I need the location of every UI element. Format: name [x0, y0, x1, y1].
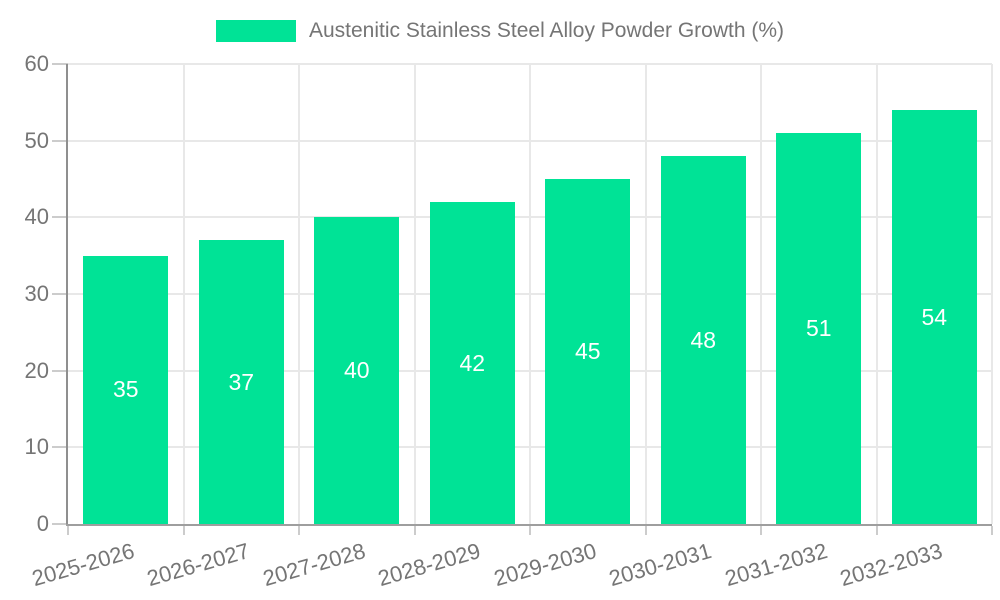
x-tick [182, 526, 185, 535]
bar-value-label: 54 [921, 303, 948, 330]
v-gridline [875, 64, 878, 524]
bar[interactable]: 54 [891, 110, 977, 524]
bar-value-label: 37 [228, 368, 255, 395]
x-tick [991, 526, 993, 535]
x-axis-label: 2027-2028 [259, 538, 368, 592]
x-tick [298, 526, 300, 535]
x-axis-label: 2025-2026 [28, 538, 137, 592]
bar-value-label: 51 [805, 315, 832, 341]
x-axis-line [66, 524, 992, 526]
y-tick-label: 60 [24, 51, 49, 76]
y-axis-line [66, 64, 68, 526]
legend-label: Austenitic Stainless Steel Alloy Powder … [308, 19, 785, 42]
bar-value-label: 35 [112, 376, 139, 403]
v-gridline [182, 64, 185, 524]
legend-swatch-icon [215, 20, 296, 42]
x-tick [760, 526, 762, 535]
x-tick [875, 526, 878, 535]
v-gridline [760, 64, 762, 524]
bar[interactable]: 45 [545, 179, 631, 524]
v-gridline [529, 64, 531, 524]
x-tick [413, 526, 416, 535]
y-tick [52, 369, 68, 372]
legend[interactable]: Austenitic Stainless Steel Alloy Powder … [0, 19, 1000, 43]
y-tick [52, 139, 68, 142]
bar[interactable]: 51 [776, 133, 862, 524]
x-axis-label: 2029-2030 [490, 538, 599, 592]
y-tick-label: 0 [36, 511, 49, 536]
y-tick-label: 20 [24, 357, 49, 383]
y-tick-label: 10 [24, 434, 49, 460]
y-tick-label: 40 [24, 204, 49, 230]
x-axis-label: 2028-2029 [375, 538, 484, 592]
x-axis-label: 2032-2033 [837, 538, 946, 592]
y-tick [52, 446, 68, 449]
y-tick-label: 30 [24, 281, 49, 306]
v-gridline [991, 64, 993, 524]
bar-value-label: 45 [574, 338, 601, 364]
x-axis-label: 2031-2032 [721, 538, 830, 592]
y-tick [52, 216, 68, 219]
y-tick [52, 63, 68, 65]
v-gridline [298, 64, 300, 524]
y-tick [52, 523, 68, 525]
bar[interactable]: 48 [660, 156, 746, 524]
x-tick [644, 526, 647, 535]
y-tick-label: 50 [24, 127, 49, 153]
v-gridline [413, 64, 416, 524]
bar[interactable]: 42 [429, 202, 515, 524]
x-axis-label: 2026-2027 [144, 538, 253, 592]
x-tick [529, 526, 531, 535]
x-axis-label: 2030-2031 [606, 538, 715, 592]
bar[interactable]: 40 [314, 217, 400, 524]
bar[interactable]: 37 [198, 240, 284, 524]
bar-value-label: 40 [343, 357, 370, 384]
y-tick [52, 293, 68, 295]
x-tick [67, 526, 69, 535]
bar-value-label: 48 [690, 326, 717, 353]
v-gridline [644, 64, 647, 524]
bar[interactable]: 35 [83, 255, 169, 524]
bar-value-label: 42 [459, 349, 486, 376]
